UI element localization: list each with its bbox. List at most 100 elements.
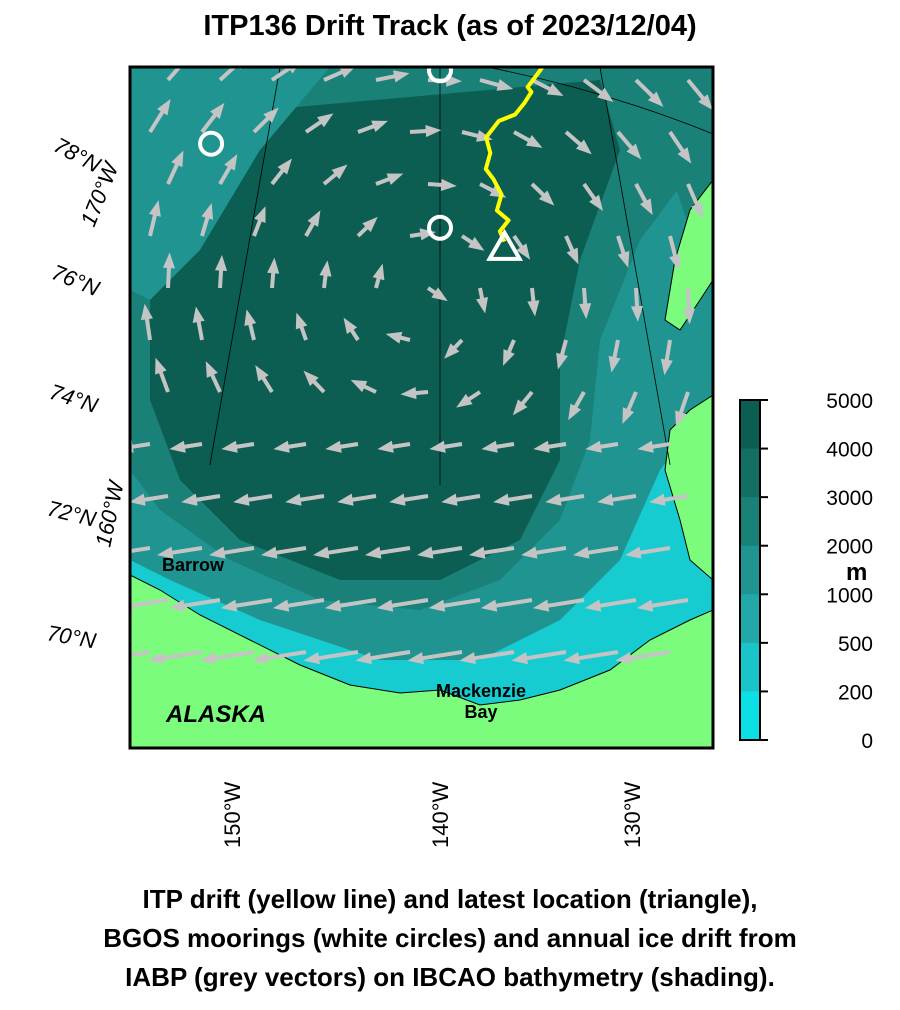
ice-vector-arrowhead: [168, 599, 186, 612]
colorbar-band: [740, 594, 760, 644]
ice-vector-arrowhead: [303, 652, 320, 665]
ice-vector-arrowhead: [456, 393, 473, 408]
label-barrow: Barrow: [162, 555, 225, 575]
caption-line-1: ITP drift (yellow line) and latest locat…: [142, 884, 758, 914]
ice-drift-vectors: [96, 51, 713, 665]
ice-vector-arrowhead: [96, 652, 112, 664]
ice-vector-arrowhead: [162, 252, 176, 269]
ice-vector-shaft: [229, 598, 273, 609]
ice-vector-arrowhead: [429, 440, 446, 453]
ice-vector-arrowhead: [511, 652, 528, 665]
ice-vector-arrowhead: [244, 309, 257, 326]
ice-vector-arrowhead: [205, 361, 218, 378]
lat-label-74: 74°N: [46, 379, 101, 418]
ice-vector-arrowhead: [597, 493, 614, 506]
ice-vector-arrowhead: [608, 355, 621, 373]
ice-vector-arrowhead: [263, 107, 279, 123]
ice-vector-arrowhead: [677, 147, 692, 164]
ice-vector-arrowhead: [626, 143, 642, 160]
colorbar-tick-label: 2000: [826, 536, 873, 559]
ice-vector-shaft: [312, 650, 359, 662]
lat-label-72: 72°N: [45, 496, 99, 532]
caption-line-2: BGOS moorings (white circles) and annual…: [103, 923, 797, 953]
ice-vector-arrowhead: [493, 493, 510, 506]
ice-vector-arrowhead: [589, 194, 604, 211]
colorbar-band: [740, 400, 760, 450]
ice-vector-shaft: [541, 598, 585, 609]
ice-vector-arrowhead: [585, 440, 602, 453]
ice-vector-arrowhead: [272, 599, 290, 612]
ice-vector-arrowhead: [639, 198, 653, 216]
ice-vector-arrowhead: [393, 70, 410, 83]
ice-vector-shaft: [156, 650, 203, 662]
ice-vector-shaft: [130, 598, 169, 609]
ice-vector-arrowhead: [568, 403, 582, 421]
ice-vector-arrowhead: [417, 546, 434, 559]
ice-vector-arrowhead: [573, 546, 590, 559]
lon-label-130: 130°W: [620, 781, 645, 848]
ice-vector-arrowhead: [481, 440, 498, 453]
ice-vector-shaft: [333, 598, 377, 609]
ice-vector-arrowhead: [295, 312, 308, 330]
meridian-line: [599, 67, 671, 465]
colorbar-frame: [739, 399, 761, 741]
ice-vector-arrowhead: [630, 305, 644, 322]
caption-line-3: IABP (grey vectors) on IBCAO bathymetry …: [125, 962, 775, 992]
colorbar-tick-label: 1000: [826, 584, 873, 607]
ice-vector-arrowhead: [331, 164, 348, 180]
ice-vector-arrowhead: [386, 173, 404, 185]
lon-label-150: 150°W: [220, 781, 245, 848]
ice-vector-arrowhead: [431, 287, 448, 302]
map-svg: Barrow ALASKA Mackenzie Bay 78°N 76°N 74…: [45, 51, 873, 848]
ice-vector-shaft: [416, 650, 463, 662]
ice-vector-arrowhead: [636, 599, 654, 612]
ice-vector-arrowhead: [199, 652, 216, 665]
ice-vector-shaft: [437, 598, 481, 609]
ice-vector-arrowhead: [566, 247, 579, 265]
ice-vector-arrowhead: [682, 308, 696, 325]
lon-label-140: 140°W: [428, 781, 453, 848]
ice-vector-arrowhead: [267, 257, 280, 274]
ice-vector-shaft: [520, 650, 567, 662]
ice-vector-arrowhead: [179, 51, 194, 67]
ice-vector-arrowhead: [261, 546, 278, 559]
itp-drift-track: [483, 67, 546, 243]
ice-vector-shaft: [385, 598, 429, 609]
map-title: ITP136 Drift Track (as of 2023/12/04): [203, 10, 697, 42]
ice-vector-arrowhead: [155, 357, 167, 375]
ice-vector-shaft: [645, 598, 689, 609]
ice-vector-arrowhead: [425, 124, 442, 138]
ice-vector-arrowhead: [277, 158, 292, 175]
colorbar-band: [740, 448, 760, 498]
ice-vector-shaft: [489, 598, 533, 609]
ice-vector-arrowhead: [441, 493, 458, 506]
ice-vector-arrowhead: [273, 440, 290, 453]
ice-vector-arrowhead: [615, 652, 632, 665]
colorbar-tick-label: 0: [861, 730, 873, 753]
label-mackenzie: Mackenzie: [436, 681, 526, 701]
mooring-circle: [427, 214, 453, 241]
ice-vector-arrowhead: [130, 493, 146, 506]
ice-vector-arrowhead: [647, 91, 664, 107]
label-bay: Bay: [464, 702, 497, 722]
ice-vector-arrowhead: [538, 190, 555, 206]
left-longitude-labels: 170°W 160°W: [75, 157, 129, 549]
ice-vector-arrowhead: [325, 440, 342, 453]
ice-vector-arrowhead: [691, 201, 703, 219]
ice-vector-arrowhead: [233, 493, 250, 506]
colorbar-tick-label: 3000: [826, 487, 873, 510]
banks-island: [664, 394, 713, 581]
map-area: Barrow ALASKA Mackenzie Bay: [96, 51, 713, 748]
ice-vector-arrowhead: [521, 546, 538, 559]
ice-vector-arrowhead: [400, 386, 417, 400]
ice-vector-arrowhead: [496, 79, 514, 91]
ice-vector-arrowhead: [319, 260, 332, 277]
lat-label-76: 76°N: [48, 259, 103, 301]
ice-vector-arrowhead: [362, 216, 378, 233]
ice-vector-arrowhead: [157, 98, 171, 116]
ice-vector-arrowhead: [343, 317, 358, 335]
colorbar-tick-label: 4000: [826, 439, 873, 462]
colorbar-tick-label: 200: [838, 681, 873, 704]
graticule: [209, 67, 713, 485]
